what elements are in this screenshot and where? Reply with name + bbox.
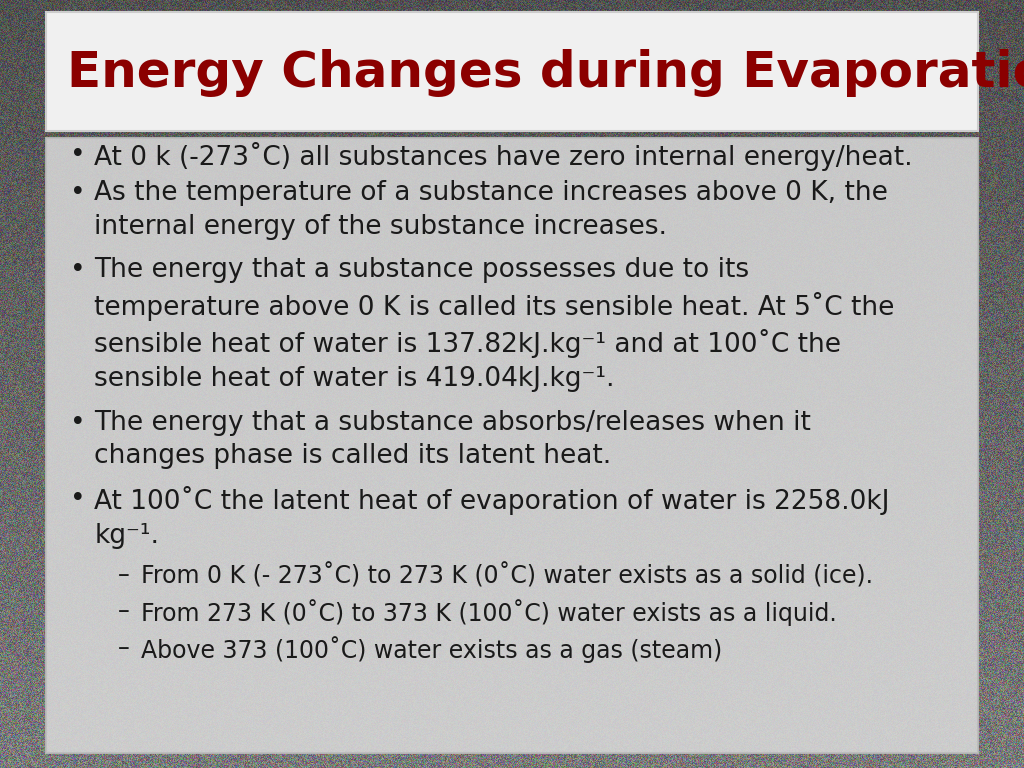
Text: At 0 k (-273˚C) all substances have zero internal energy/heat.: At 0 k (-273˚C) all substances have zero…: [94, 142, 912, 171]
Text: Above 373 (100˚C) water exists as a gas (steam): Above 373 (100˚C) water exists as a gas …: [141, 636, 723, 663]
Text: The energy that a substance possesses due to its
temperature above 0 K is called: The energy that a substance possesses du…: [94, 257, 895, 392]
Text: •: •: [70, 486, 85, 512]
Text: •: •: [70, 410, 85, 435]
Text: From 0 K (- 273˚C) to 273 K (0˚C) water exists as a solid (ice).: From 0 K (- 273˚C) to 273 K (0˚C) water …: [141, 563, 873, 588]
Text: Energy Changes during Evaporation: Energy Changes during Evaporation: [67, 49, 1024, 97]
Text: From 273 K (0˚C) to 373 K (100˚C) water exists as a liquid.: From 273 K (0˚C) to 373 K (100˚C) water …: [141, 599, 837, 626]
FancyBboxPatch shape: [46, 12, 978, 131]
Text: •: •: [70, 142, 85, 168]
Text: At 100˚C the latent heat of evaporation of water is 2258.0kJ
kg⁻¹.: At 100˚C the latent heat of evaporation …: [94, 486, 890, 549]
Text: •: •: [70, 180, 85, 207]
Text: –: –: [118, 599, 129, 624]
Text: •: •: [70, 257, 85, 283]
Text: As the temperature of a substance increases above 0 K, the
internal energy of th: As the temperature of a substance increa…: [94, 180, 888, 240]
FancyBboxPatch shape: [46, 138, 978, 753]
Text: –: –: [118, 563, 129, 587]
Text: –: –: [118, 636, 129, 660]
Text: The energy that a substance absorbs/releases when it
changes phase is called its: The energy that a substance absorbs/rele…: [94, 410, 811, 469]
